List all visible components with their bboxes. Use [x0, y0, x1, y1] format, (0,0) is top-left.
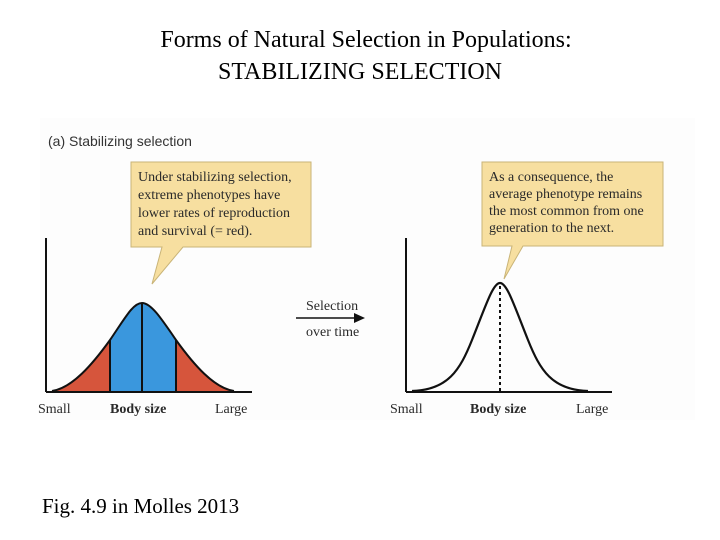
right-axis-large: Large — [576, 402, 608, 417]
left-red-tail-right — [176, 340, 234, 391]
right-callout-line-2: average phenotype remains — [489, 187, 642, 202]
arrow-label-top: Selection — [306, 299, 358, 314]
right-curve-outline — [411, 281, 589, 393]
title-line-1: Forms of Natural Selection in Population… — [160, 27, 572, 53]
right-axis-body-size: Body size — [470, 402, 526, 417]
selection-arrow: Selection over time — [296, 299, 365, 340]
title-line-2: STABILIZING SELECTION — [217, 59, 503, 85]
left-callout-bubble — [130, 161, 312, 285]
right-axis-small: Small — [390, 402, 423, 417]
right-distribution — [405, 238, 612, 393]
left-axis-small: Small — [38, 402, 71, 417]
left-red-tail — [52, 340, 110, 391]
right-callout: As a consequence, the average phenotype … — [481, 161, 664, 280]
right-callout-line-4: generation to the next. — [489, 221, 614, 236]
left-callout: Under stabilizing selection, extreme phe… — [130, 161, 312, 285]
right-callout-line-3: the most common from one — [489, 204, 644, 219]
left-callout-line-1: Under stabilizing selection, — [138, 170, 292, 185]
left-callout-line-2: extreme phenotypes have — [138, 188, 280, 203]
figure-caption: Fig. 4.9 in Molles 2013 — [42, 494, 240, 518]
right-callout-bubble — [481, 161, 664, 280]
right-callout-line-1: As a consequence, the — [489, 170, 613, 185]
arrow-label-bottom: over time — [306, 325, 359, 340]
left-callout-line-4: and survival (= red). — [138, 224, 252, 239]
slide-title: Forms of Natural Selection in Population… — [0, 24, 720, 88]
panel-label: (a) Stabilizing selection — [48, 133, 192, 149]
left-axis-body-size: Body size — [110, 402, 166, 417]
left-distribution — [45, 238, 252, 393]
arrow-head-icon — [354, 313, 365, 323]
left-axis-large: Large — [215, 402, 247, 417]
left-callout-line-3: lower rates of reproduction — [138, 206, 290, 221]
